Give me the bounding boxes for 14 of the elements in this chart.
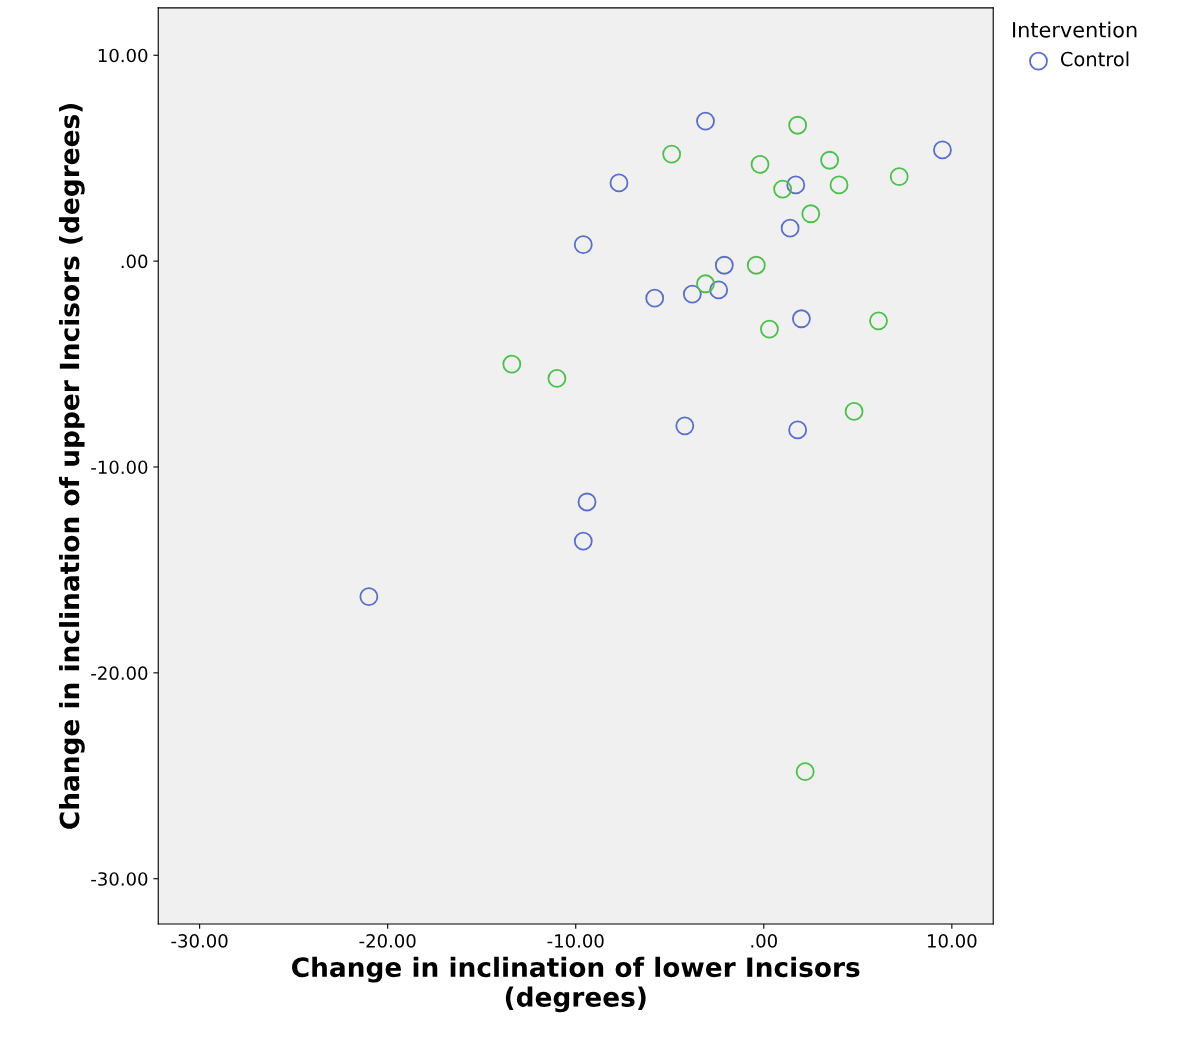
x-tick-label: 10.00 [927, 934, 977, 948]
y-axis-title: Change in inclination of upper Incisors (degrees) [59, 103, 85, 829]
y-tick-label: .00 [121, 254, 148, 269]
x-tick-label: .00 [751, 934, 777, 948]
y-tick-label: -20.00 [91, 666, 148, 680]
x-axis-title: Change in inclination of lower Incisors (degrees) [292, 956, 860, 1013]
y-tick-label: 10.00 [98, 48, 148, 63]
legend-title: Intervention [1013, 21, 1137, 38]
y-tick-label: -10.00 [91, 460, 148, 475]
y-tick-label: -30.00 [91, 872, 148, 886]
x-tick-label: -10.00 [547, 934, 604, 948]
legend-label: Control [1060, 51, 1129, 67]
x-tick-label: -20.00 [359, 934, 416, 948]
x-tick-label: -30.00 [171, 934, 228, 948]
